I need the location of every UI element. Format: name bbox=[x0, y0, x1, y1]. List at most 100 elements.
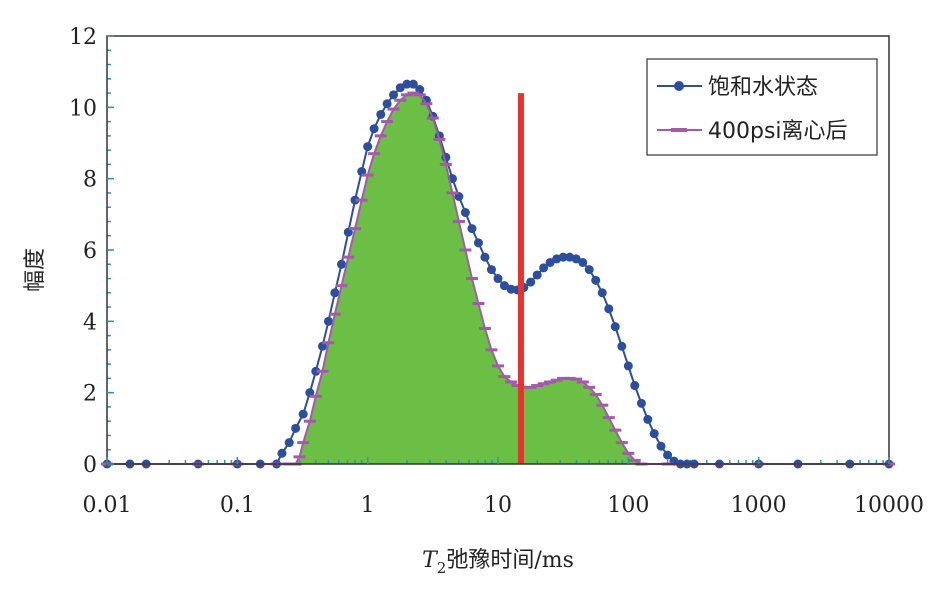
legend-box bbox=[646, 58, 878, 156]
series-1-point bbox=[376, 109, 386, 119]
series-1-point bbox=[499, 281, 509, 291]
series-1-point bbox=[578, 257, 588, 267]
x-tick-label: 1 bbox=[361, 493, 375, 518]
series-2-point bbox=[498, 375, 511, 379]
x-axis-title: T2弛豫时间/ms bbox=[422, 548, 574, 577]
series-1-point bbox=[389, 90, 399, 100]
series-1-point bbox=[350, 195, 360, 205]
legend-marker-series-1 bbox=[674, 81, 684, 91]
series-1-point bbox=[526, 277, 536, 287]
series-2-point bbox=[596, 403, 609, 407]
x-tick-label: 10 bbox=[484, 493, 512, 518]
series-2-point bbox=[511, 384, 524, 388]
series-2-point bbox=[322, 341, 335, 345]
series-line-1 bbox=[107, 83, 889, 465]
series-2-point bbox=[505, 380, 518, 384]
series-1-point bbox=[591, 275, 601, 285]
series-2-point bbox=[368, 152, 381, 156]
series-2-point bbox=[446, 191, 459, 195]
y-tick-label: 12 bbox=[69, 25, 97, 50]
series-2-point bbox=[465, 277, 478, 281]
y-tick-label: 2 bbox=[83, 382, 97, 407]
series-2-point bbox=[309, 394, 322, 398]
series-2-point bbox=[407, 91, 420, 95]
series-2-point bbox=[544, 380, 557, 384]
series-1-point bbox=[571, 254, 581, 264]
series-2-point bbox=[478, 326, 491, 330]
y-tick-label: 6 bbox=[83, 239, 97, 264]
series-1-point bbox=[291, 423, 301, 433]
x-axis-title-rest: 弛豫时间/ms bbox=[446, 548, 574, 573]
series-2-point bbox=[361, 173, 374, 177]
series-2-point bbox=[316, 369, 329, 373]
fill-area-series-2 bbox=[107, 93, 889, 464]
series-1-point bbox=[402, 79, 412, 89]
legend-label-series-2: 400psi离心后 bbox=[708, 119, 848, 144]
series-1-point bbox=[460, 208, 470, 218]
series-1-point bbox=[337, 259, 347, 269]
series-1-point bbox=[617, 341, 627, 351]
legend-label-series-1: 饱和水状态 bbox=[708, 75, 818, 100]
series-2-point bbox=[609, 428, 622, 432]
x-tick-label: 0.01 bbox=[83, 493, 132, 518]
y-axis-title: 幅度 bbox=[23, 248, 48, 292]
series-1-point bbox=[604, 304, 614, 314]
legend-marker-series-2 bbox=[671, 128, 687, 132]
series-1-point bbox=[610, 322, 620, 332]
x-axis-title-italic: T bbox=[422, 548, 439, 573]
series-2-point bbox=[583, 385, 596, 389]
series-1-point bbox=[395, 83, 405, 93]
series-2-point bbox=[622, 451, 635, 455]
series-2-point bbox=[628, 458, 641, 462]
series-1-point bbox=[545, 257, 555, 267]
series-2-point bbox=[459, 248, 472, 252]
x-tick-label: 100 bbox=[607, 493, 649, 518]
series-2-point bbox=[472, 302, 485, 305]
series-1-point bbox=[311, 366, 321, 376]
series-1-point bbox=[630, 381, 640, 391]
series-1-point bbox=[539, 263, 549, 273]
series-2-point bbox=[342, 255, 355, 259]
series-2-point bbox=[355, 198, 368, 202]
x-tick-label: 1000 bbox=[731, 493, 787, 518]
series-1-point bbox=[277, 448, 287, 458]
series-2-point bbox=[439, 162, 452, 166]
series-2-point bbox=[589, 392, 602, 396]
series-2-point bbox=[293, 455, 306, 459]
series-1-point bbox=[649, 429, 659, 439]
series-2-point bbox=[328, 312, 341, 316]
series-1-point bbox=[382, 99, 392, 109]
series-1-point bbox=[643, 414, 653, 424]
y-tick-label: 4 bbox=[83, 310, 97, 335]
series-2-point bbox=[537, 382, 550, 386]
series-2-point bbox=[531, 384, 544, 388]
series-1-point bbox=[532, 270, 542, 280]
series-1-point bbox=[369, 124, 379, 134]
series-2-point bbox=[374, 134, 387, 138]
series-1-point bbox=[323, 316, 333, 326]
series-2-point bbox=[349, 227, 362, 231]
series-2-point bbox=[492, 364, 504, 368]
series-1-point bbox=[298, 409, 308, 419]
series-2-point bbox=[433, 137, 446, 141]
axes-layer: 0.01 0.1 1 10 100 1000 10000 0 2 4 6 8 10 12 bbox=[69, 25, 924, 518]
series-2-point bbox=[335, 284, 348, 288]
series-1-point bbox=[558, 252, 568, 262]
series-1-point bbox=[597, 288, 607, 298]
series-1-point bbox=[656, 441, 666, 451]
x-tick-label: 10000 bbox=[854, 493, 924, 518]
series-2-point bbox=[381, 120, 394, 124]
series-1-point bbox=[493, 274, 503, 284]
x-tick-label: 0.1 bbox=[220, 493, 255, 518]
y-tick-label: 8 bbox=[83, 168, 97, 193]
series-2-point bbox=[400, 93, 413, 97]
series-1-point bbox=[408, 79, 418, 89]
x-axis-title-subscript: 2 bbox=[437, 559, 447, 577]
y-tick-label: 0 bbox=[83, 453, 97, 478]
series-2-point bbox=[557, 376, 570, 380]
series-2-point bbox=[524, 385, 537, 389]
series-2-point bbox=[413, 93, 426, 97]
series-1-point bbox=[623, 361, 633, 371]
series-2-point bbox=[452, 219, 465, 223]
series-2-point bbox=[576, 380, 589, 384]
